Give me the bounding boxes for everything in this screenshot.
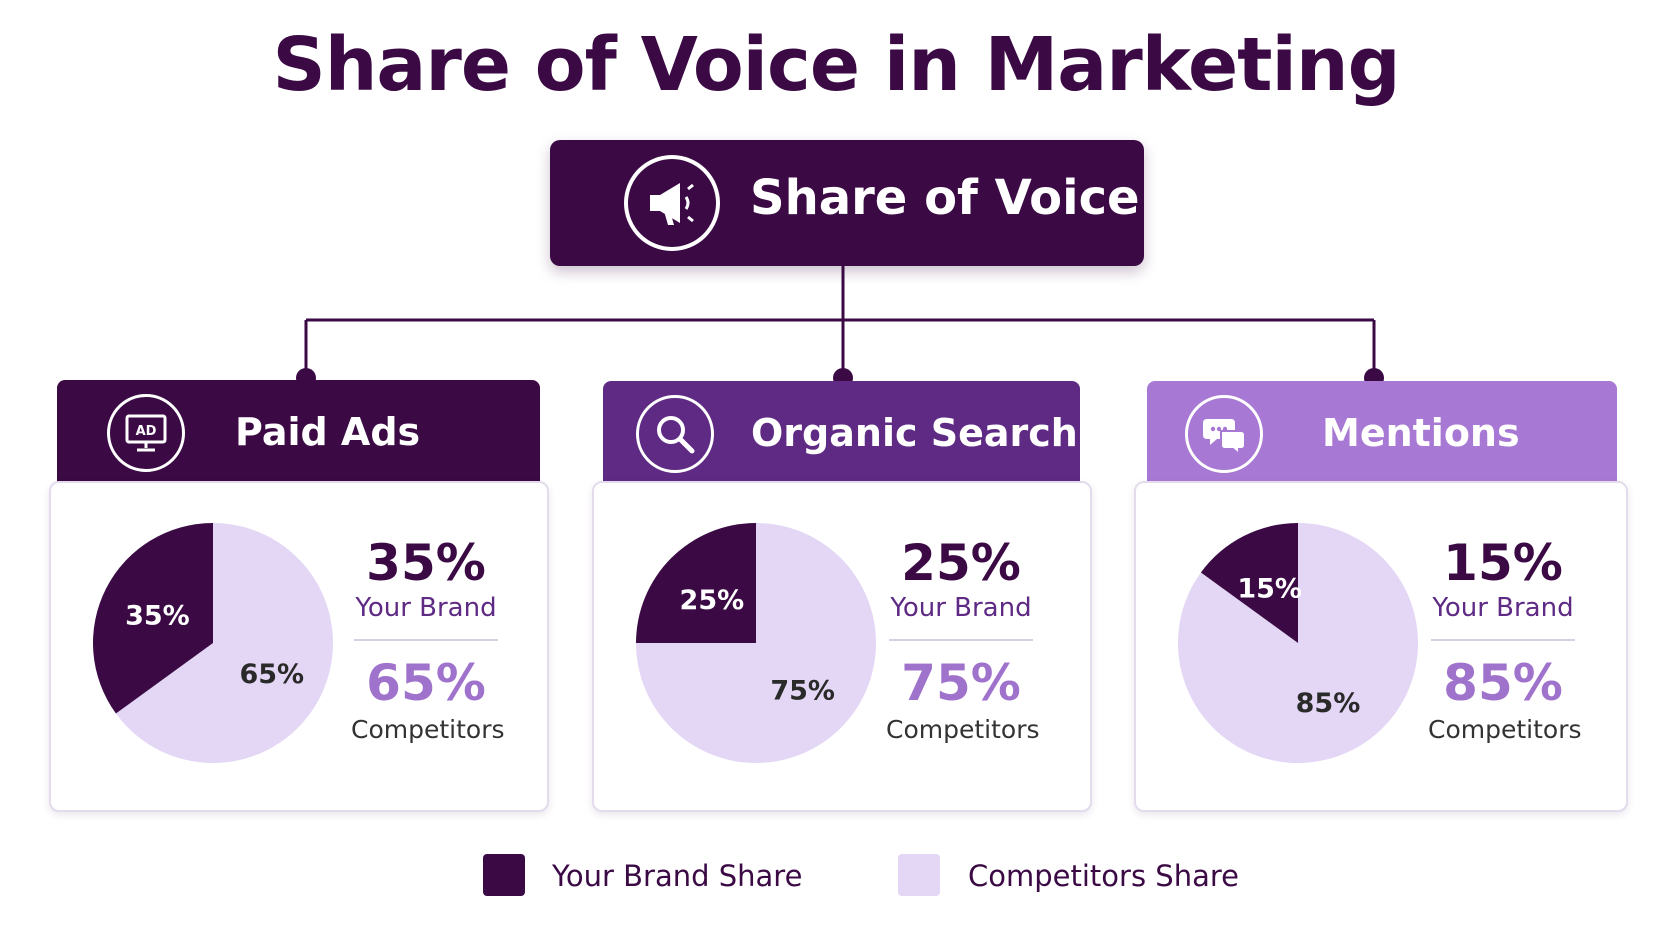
pie-slice-brand	[93, 523, 213, 714]
pie-chart-paid-ads: 35% 65%	[93, 523, 333, 763]
pie-slice-brand	[636, 523, 756, 643]
competitor-share-value: 65%	[366, 654, 486, 712]
header-label: Organic Search	[751, 411, 1078, 455]
legend-swatch-competitors	[898, 854, 940, 896]
chat-bubbles-icon	[1185, 395, 1263, 473]
root-label: Share of Voice	[750, 170, 1140, 226]
competitor-share-label: Competitors	[1428, 715, 1582, 744]
card-mentions: 15% 85% 15% Your Brand 85% Competitors	[1134, 481, 1628, 812]
competitor-share-value: 85%	[1443, 654, 1563, 712]
pie-label-competitors: 75%	[770, 676, 835, 707]
header-paid-ads: AD Paid Ads	[57, 380, 540, 482]
header-label: Mentions	[1322, 411, 1520, 455]
competitor-share-label: Competitors	[886, 715, 1040, 744]
svg-text:AD: AD	[136, 424, 157, 439]
competitor-share-label: Competitors	[351, 715, 505, 744]
brand-share-value: 35%	[366, 534, 486, 592]
brand-share-label: Your Brand	[355, 593, 497, 623]
competitor-share-value: 75%	[901, 654, 1021, 712]
pie-label-brand: 15%	[1237, 573, 1302, 604]
header-organic-search: Organic Search	[603, 381, 1080, 483]
pie-label-competitors: 65%	[239, 659, 304, 690]
search-icon	[636, 395, 714, 473]
stat-divider	[354, 639, 498, 641]
ad-monitor-icon: AD	[107, 394, 185, 472]
legend-swatch-brand	[483, 854, 525, 896]
card-paid-ads: 35% 65% 35% Your Brand 65% Competitors	[49, 481, 549, 812]
pie-label-brand: 25%	[680, 585, 745, 616]
megaphone-icon	[624, 155, 720, 251]
brand-share-label: Your Brand	[890, 593, 1032, 623]
brand-share-label: Your Brand	[1432, 593, 1574, 623]
pie-chart-organic-search: 25% 75%	[636, 523, 876, 763]
stat-divider	[889, 639, 1033, 641]
brand-share-value: 25%	[901, 534, 1021, 592]
pie-chart-mentions: 15% 85%	[1178, 523, 1418, 763]
card-organic-search: 25% 75% 25% Your Brand 75% Competitors	[592, 481, 1092, 812]
header-label: Paid Ads	[235, 410, 421, 454]
pie-label-brand: 35%	[125, 601, 190, 632]
pie-label-competitors: 85%	[1296, 688, 1361, 719]
page-title: Share of Voice in Marketing	[272, 22, 1400, 108]
pie-slice-competitors	[115, 523, 333, 763]
root-node: Share of Voice	[550, 140, 1144, 266]
pie-slice-brand	[1200, 523, 1298, 643]
legend-label-competitors: Competitors Share	[968, 859, 1239, 893]
header-mentions: Mentions	[1147, 381, 1617, 483]
legend-label-brand: Your Brand Share	[552, 859, 803, 893]
brand-share-value: 15%	[1443, 534, 1563, 592]
stat-divider	[1431, 639, 1575, 641]
